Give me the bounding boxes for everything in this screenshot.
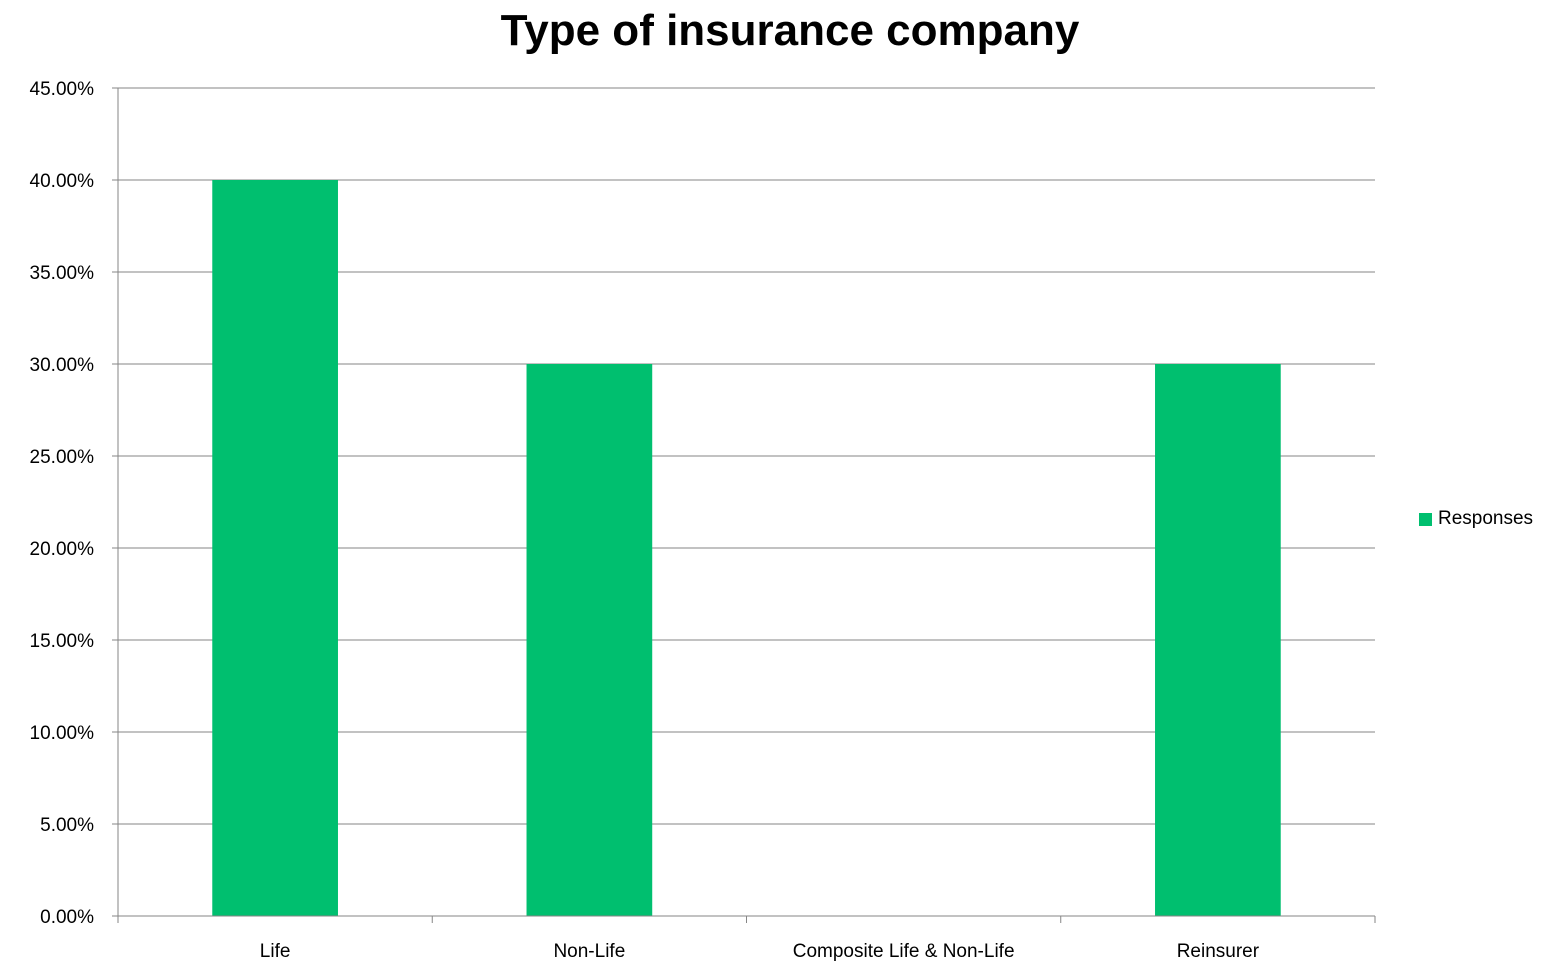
y-tick-label: 25.00% — [30, 447, 95, 468]
y-tick-label: 10.00% — [30, 723, 95, 744]
x-tick-label: Life — [260, 941, 291, 962]
bars — [212, 180, 1281, 916]
y-tick-label: 15.00% — [30, 631, 95, 652]
y-tick-label: 20.00% — [30, 539, 95, 560]
bar — [526, 364, 653, 916]
y-tick-label: 30.00% — [30, 355, 95, 376]
y-tick-label: 5.00% — [40, 815, 94, 836]
legend-label: Responses — [1438, 508, 1534, 529]
legend: Responses — [1419, 508, 1533, 530]
y-tick-label: 40.00% — [30, 171, 95, 192]
y-tick-label: 0.00% — [40, 907, 94, 928]
bar — [1155, 364, 1281, 916]
chart-title: Type of insurance company — [500, 6, 1080, 55]
y-tick-label: 45.00% — [30, 79, 95, 100]
x-tick-label: Non-Life — [553, 941, 625, 962]
y-tick-label: 35.00% — [30, 263, 95, 284]
x-tick-label: Composite Life & Non-Life — [793, 941, 1015, 962]
x-axis: Life Non-Life Composite Life & Non-Life Rei… — [117, 915, 1376, 962]
y-axis: 0.00% 5.00% 10.00% 15.00% 20.00% 25.00% 30.00%… — [30, 79, 119, 928]
x-tick-label: Reinsurer — [1177, 941, 1260, 962]
legend-swatch — [1419, 512, 1432, 526]
bar — [212, 180, 338, 916]
